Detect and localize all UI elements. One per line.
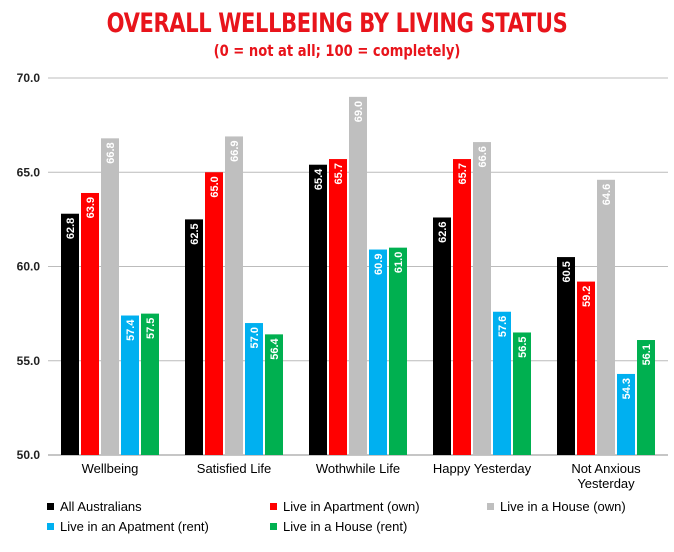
data-label: 65.0 xyxy=(209,176,221,197)
data-label: 64.6 xyxy=(601,184,613,205)
data-label: 57.6 xyxy=(497,316,509,337)
bar xyxy=(205,172,223,455)
bar xyxy=(309,164,327,455)
bar xyxy=(101,138,119,455)
legend-swatch xyxy=(47,503,54,510)
legend-swatch xyxy=(487,503,494,510)
bar xyxy=(141,313,159,455)
bar xyxy=(557,257,575,455)
data-label: 60.9 xyxy=(373,254,385,275)
y-tick-label: 50.0 xyxy=(17,448,41,462)
bar xyxy=(473,142,491,455)
data-label: 54.3 xyxy=(621,378,633,399)
legend-swatch xyxy=(47,523,54,530)
bar xyxy=(349,96,367,455)
x-tick-label: Satisfied Life xyxy=(197,461,271,476)
bar xyxy=(265,334,283,455)
y-tick-label: 60.0 xyxy=(17,260,41,274)
bar xyxy=(329,159,347,455)
x-tick-label: Not Anxious xyxy=(571,461,641,476)
bar xyxy=(577,281,595,455)
data-label: 65.7 xyxy=(333,163,345,184)
data-label: 66.9 xyxy=(229,140,241,161)
data-label: 56.4 xyxy=(269,337,281,359)
legend-item-house-own: Live in a House (own) xyxy=(487,499,626,514)
data-label: 56.1 xyxy=(641,344,653,365)
legend-item-apartment-own: Live in Apartment (own) xyxy=(270,499,420,514)
x-tick-label: Yesterday xyxy=(577,476,635,491)
data-label: 57.4 xyxy=(125,319,137,341)
bar xyxy=(369,249,387,455)
x-tick-label: Wellbeing xyxy=(82,461,139,476)
bar xyxy=(61,213,79,455)
legend-label: Live in Apartment (own) xyxy=(283,499,420,514)
data-label: 57.0 xyxy=(249,327,261,348)
bar xyxy=(245,323,263,455)
data-label: 65.4 xyxy=(313,168,325,190)
y-tick-label: 70.0 xyxy=(17,71,41,85)
bar xyxy=(389,247,407,455)
x-tick-label: Wothwhile Life xyxy=(316,461,400,476)
legend-label: Live in a House (own) xyxy=(500,499,626,514)
legend-item-apartment-rent: Live in an Apatment (rent) xyxy=(47,519,209,534)
data-label: 62.5 xyxy=(189,223,201,244)
data-label: 63.9 xyxy=(85,197,97,218)
chart-title: OVERALL WELLBEING BY LIVING STATUS xyxy=(106,8,568,39)
bar xyxy=(617,373,635,455)
legend-label: Live in an Apatment (rent) xyxy=(60,519,209,534)
bar xyxy=(637,340,655,455)
data-label: 66.8 xyxy=(105,142,117,163)
x-tick-label: Happy Yesterday xyxy=(433,461,532,476)
y-tick-label: 65.0 xyxy=(17,165,41,179)
bar xyxy=(81,192,99,456)
bar xyxy=(225,136,243,455)
data-label: 66.6 xyxy=(477,146,489,167)
data-label: 62.6 xyxy=(437,221,449,242)
legend-label: Live in a House (rent) xyxy=(283,519,408,534)
bar xyxy=(597,179,615,456)
legend-item-house-rent: Live in a House (rent) xyxy=(270,519,407,534)
data-label: 69.0 xyxy=(353,101,365,122)
data-label: 60.5 xyxy=(561,261,573,282)
data-label: 62.8 xyxy=(65,218,77,239)
bar xyxy=(433,217,451,455)
data-label: 61.0 xyxy=(393,252,405,273)
legend-item-all-australians: All Australians xyxy=(47,499,142,514)
data-label: 56.5 xyxy=(517,336,529,357)
chart-subtitle: (0 = not at all; 100 = completely) xyxy=(213,41,461,60)
legend-swatch xyxy=(270,503,277,510)
data-label: 57.5 xyxy=(145,318,157,339)
y-tick-label: 55.0 xyxy=(17,354,41,368)
legend-swatch xyxy=(270,523,277,530)
data-label: 65.7 xyxy=(457,163,469,184)
bar xyxy=(121,315,139,455)
data-label: 59.2 xyxy=(581,286,593,307)
bar xyxy=(513,332,531,455)
bar xyxy=(453,159,471,455)
legend-label: All Australians xyxy=(60,499,142,514)
bar xyxy=(493,311,511,455)
bar xyxy=(185,219,203,455)
